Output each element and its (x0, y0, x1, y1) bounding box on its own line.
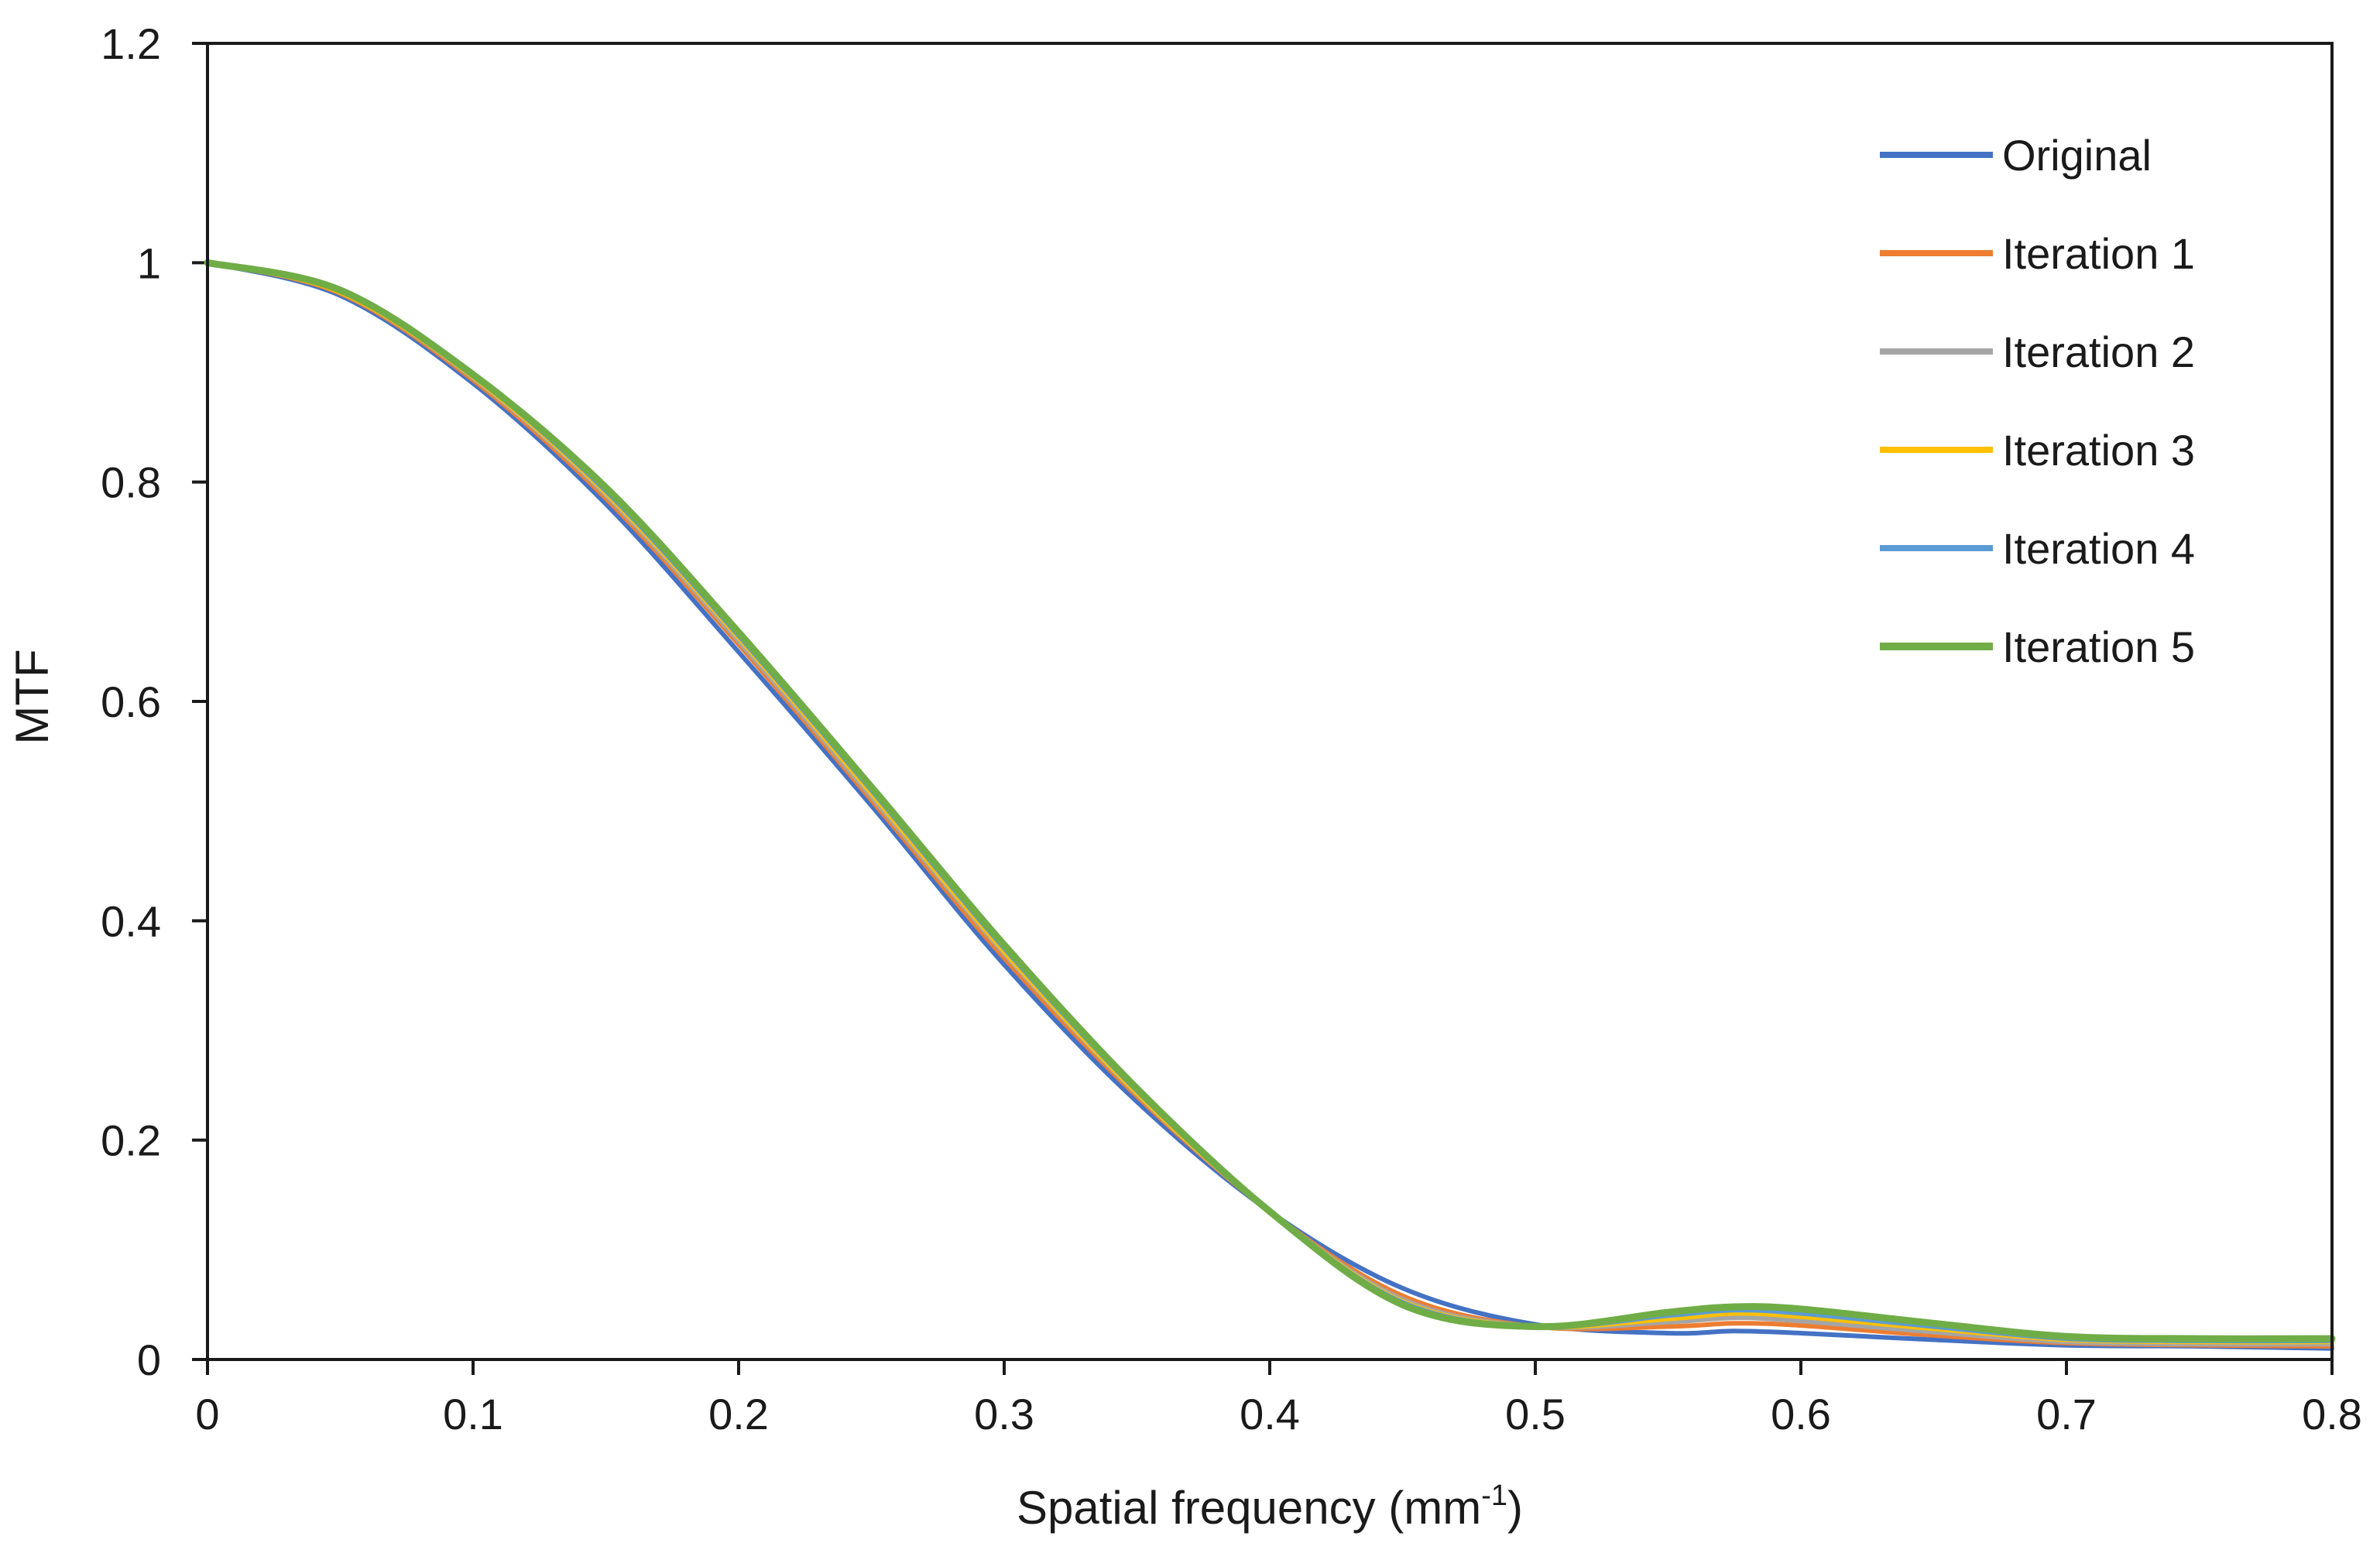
x-tick-label: 0.3 (974, 1390, 1034, 1438)
y-tick-label: 0.6 (101, 677, 161, 726)
legend-label-original: Original (2002, 131, 2152, 180)
x-tick-label: 0.7 (2036, 1390, 2097, 1438)
legend-label-iteration-3: Iteration 3 (2002, 426, 2195, 475)
y-tick-label: 0.4 (101, 897, 161, 945)
x-tick-label: 0.1 (443, 1390, 503, 1438)
plot-area-frame (206, 42, 2334, 1361)
x-tick-label: 0.2 (708, 1390, 769, 1438)
legend: Original Iteration 1 Iteration 2 Iteration … (1880, 131, 2195, 671)
series-line-iteration-5 (204, 259, 2336, 1342)
x-axis-title: Spatial frequency (mm-1) (1017, 1479, 1523, 1534)
y-tick-label: 0.8 (101, 458, 161, 507)
y-axis-ticks: 0 0.2 0.4 0.6 0.8 1 1.2 (101, 19, 207, 1384)
x-axis-title-main: Spatial frequency (mm (1017, 1482, 1481, 1534)
y-tick-label: 1.2 (101, 19, 161, 68)
legend-label-iteration-1: Iteration 1 (2002, 229, 2195, 278)
x-axis-title-superscript: -1 (1481, 1479, 1507, 1512)
x-axis-ticks: 0 0.1 0.2 0.3 0.4 0.5 0.6 0.7 0.8 (195, 1359, 2362, 1438)
series-lines (204, 259, 2336, 1351)
y-tick-label: 0.2 (101, 1116, 161, 1165)
y-tick-label: 0 (137, 1335, 161, 1384)
y-tick-label: 1 (137, 238, 161, 287)
x-axis-title-close: ) (1507, 1482, 1523, 1534)
x-tick-label: 0.8 (2302, 1390, 2362, 1438)
x-tick-label: 0.4 (1240, 1390, 1300, 1438)
y-axis-title: MTF (6, 649, 58, 744)
legend-label-iteration-4: Iteration 4 (2002, 524, 2195, 573)
x-tick-label: 0.6 (1771, 1390, 1831, 1438)
legend-label-iteration-2: Iteration 2 (2002, 327, 2195, 376)
x-tick-label: 0.5 (1505, 1390, 1566, 1438)
x-tick-label: 0 (195, 1390, 219, 1438)
legend-label-iteration-5: Iteration 5 (2002, 622, 2195, 671)
